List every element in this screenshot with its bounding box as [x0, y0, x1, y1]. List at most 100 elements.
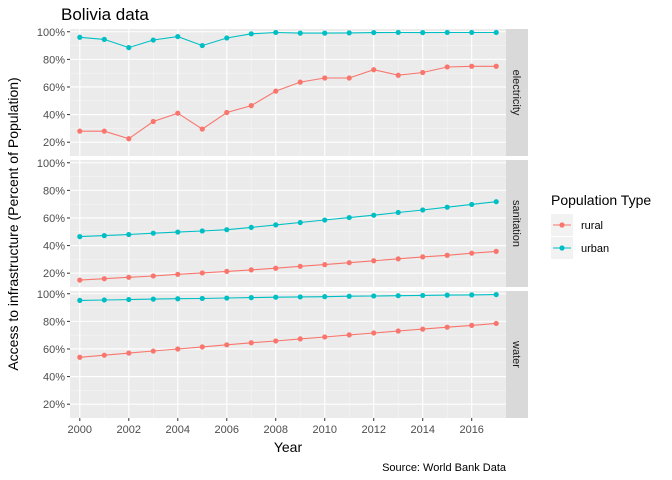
data-point-urban	[444, 29, 450, 36]
data-point-rural	[371, 258, 377, 264]
y-tick-label: 40%	[43, 241, 65, 253]
data-point-rural	[444, 64, 450, 70]
data-point-urban	[322, 217, 328, 223]
data-point-urban	[199, 42, 205, 49]
series-line-rural	[79, 65, 497, 140]
data-point-urban	[493, 291, 499, 298]
data-point-rural	[395, 256, 401, 262]
data-point-rural	[150, 118, 156, 125]
y-tick-label: 100%	[37, 27, 65, 39]
data-point-rural	[77, 128, 83, 134]
data-point-urban	[444, 204, 450, 210]
legend-title: Population Type	[551, 192, 651, 208]
series-line-urban	[79, 31, 497, 49]
data-point-rural	[77, 277, 83, 283]
y-tick-label: 80%	[43, 316, 65, 328]
y-tick-label: 60%	[43, 82, 65, 94]
series-line-rural	[79, 322, 497, 358]
y-tick-label: 20%	[43, 137, 65, 149]
data-point-urban	[150, 230, 156, 236]
data-point-urban	[469, 29, 475, 36]
x-axis: 2000 2002 2004 2006 2008 2010 2012 2014 2016	[68, 418, 484, 436]
data-point-rural	[248, 103, 254, 109]
data-point-urban	[101, 297, 107, 303]
data-point-rural	[493, 320, 499, 327]
y-tick-label: 20%	[43, 268, 65, 280]
data-point-urban	[77, 34, 83, 40]
data-point-rural	[322, 334, 328, 340]
data-point-rural	[420, 326, 426, 332]
data-point-urban	[371, 212, 377, 218]
data-point-urban	[175, 229, 181, 235]
data-point-rural	[224, 342, 230, 348]
data-point-rural	[150, 348, 156, 354]
data-point-urban	[346, 30, 352, 36]
data-point-urban	[297, 294, 303, 300]
x-tick-label: 2010	[312, 424, 336, 436]
legend-label-urban: urban	[581, 243, 609, 255]
data-point-urban	[273, 222, 279, 228]
data-point-rural	[248, 267, 254, 273]
x-tick-label: 2002	[117, 424, 141, 436]
x-tick-label: 2014	[410, 424, 434, 436]
panel-water: 20% 40% 60% 80% 100% water	[37, 289, 528, 418]
data-point-urban	[199, 295, 205, 302]
data-point-urban	[322, 294, 328, 300]
data-point-rural	[199, 126, 205, 132]
x-tick-label: 2004	[166, 424, 190, 436]
data-point-urban	[493, 29, 499, 36]
data-point-rural	[175, 271, 181, 277]
y-tick-label: 80%	[43, 54, 65, 66]
data-point-rural	[469, 322, 475, 328]
data-point-urban	[493, 199, 499, 205]
data-point-urban	[395, 293, 401, 299]
facet-strip	[506, 291, 528, 418]
data-point-urban	[101, 233, 107, 239]
data-point-rural	[346, 75, 352, 81]
y-tick-label: 100%	[37, 158, 65, 170]
data-point-urban	[444, 292, 450, 298]
data-point-rural	[126, 274, 132, 280]
facet-strip-label: water	[510, 340, 522, 368]
data-point-rural	[469, 63, 475, 69]
data-point-urban	[297, 30, 303, 36]
data-point-urban	[346, 293, 352, 299]
data-point-rural	[395, 72, 401, 78]
data-point-urban	[469, 201, 475, 208]
data-point-rural	[469, 250, 475, 256]
data-point-rural	[322, 75, 328, 81]
x-tick-label: 2008	[264, 424, 288, 436]
data-point-urban	[297, 219, 303, 226]
data-point-rural	[346, 260, 352, 266]
data-point-rural	[297, 336, 303, 342]
data-point-rural	[420, 69, 426, 76]
data-point-urban	[248, 224, 254, 230]
panel-background	[70, 29, 506, 156]
data-point-urban	[150, 37, 156, 43]
data-point-rural	[346, 332, 352, 338]
data-point-urban	[77, 234, 83, 240]
data-point-urban	[322, 30, 328, 36]
data-point-rural	[322, 262, 328, 268]
data-point-rural	[126, 136, 132, 142]
y-tick-label: 60%	[43, 213, 65, 225]
data-point-urban	[469, 292, 475, 298]
chart-title: Bolivia data	[61, 5, 149, 24]
legend-key-point-rural	[559, 222, 565, 228]
data-point-rural	[444, 324, 450, 330]
data-point-urban	[224, 35, 230, 41]
series-line-rural	[79, 250, 497, 281]
data-point-urban	[273, 294, 279, 300]
data-point-rural	[199, 270, 205, 276]
data-point-rural	[77, 354, 83, 360]
data-point-urban	[224, 295, 230, 301]
data-point-rural	[101, 352, 107, 358]
y-tick-label: 80%	[43, 185, 65, 197]
data-point-rural	[175, 346, 181, 352]
data-point-urban	[175, 296, 181, 302]
data-point-rural	[126, 350, 132, 356]
series-line-urban	[79, 201, 497, 238]
chart-caption: Source: World Bank Data	[382, 462, 507, 474]
data-point-rural	[101, 276, 107, 282]
